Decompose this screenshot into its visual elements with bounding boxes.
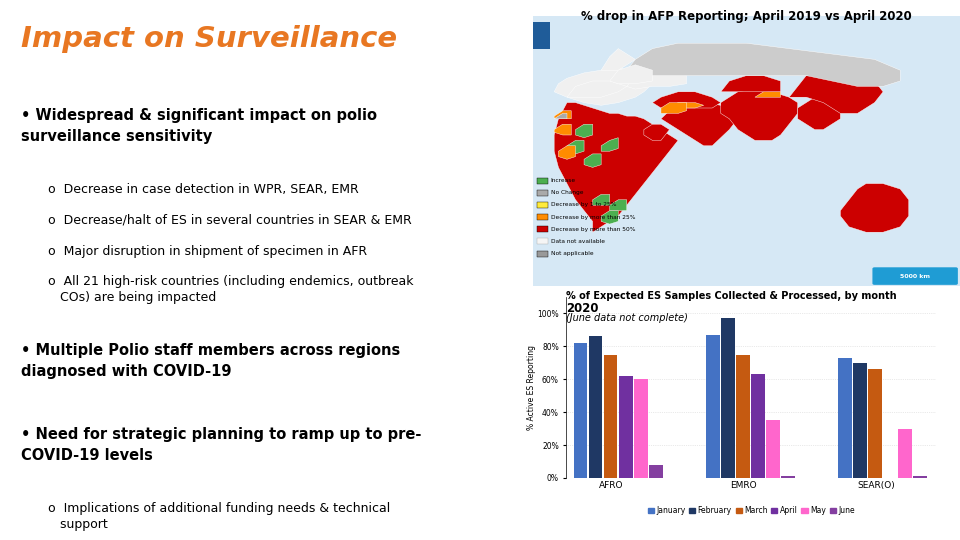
Bar	[766, 420, 780, 478]
Bar	[604, 355, 617, 478]
Polygon shape	[660, 103, 738, 146]
Text: Decrease by 1 to 25%: Decrease by 1 to 25%	[551, 202, 616, 207]
Y-axis label: % Active ES Reporting: % Active ES Reporting	[527, 345, 536, 430]
Polygon shape	[601, 211, 618, 224]
Polygon shape	[755, 92, 780, 97]
Polygon shape	[554, 124, 571, 135]
Polygon shape	[610, 200, 627, 211]
Text: • Widespread & significant impact on polio
surveillance sensitivity: • Widespread & significant impact on pol…	[21, 108, 377, 144]
Bar	[721, 319, 734, 478]
Bar	[752, 374, 765, 478]
Polygon shape	[592, 194, 610, 205]
Bar	[869, 369, 882, 478]
Bar	[838, 358, 852, 478]
Text: Not applicable: Not applicable	[551, 251, 593, 256]
Text: % drop in AFP Reporting; April 2019 vs April 2020: % drop in AFP Reporting; April 2019 vs A…	[581, 10, 912, 23]
Text: Increase: Increase	[551, 178, 576, 183]
Bar	[899, 429, 912, 478]
FancyBboxPatch shape	[537, 190, 548, 195]
FancyBboxPatch shape	[537, 178, 548, 184]
Polygon shape	[601, 138, 618, 151]
Polygon shape	[721, 89, 798, 140]
Bar	[649, 465, 662, 478]
Text: Decrease by more than 50%: Decrease by more than 50%	[551, 227, 636, 232]
Bar	[781, 476, 795, 478]
FancyBboxPatch shape	[537, 239, 548, 244]
FancyBboxPatch shape	[533, 22, 550, 49]
Bar	[574, 343, 588, 478]
Text: • Multiple Polio staff members across regions
diagnosed with COVID-19: • Multiple Polio staff members across re…	[21, 343, 400, 379]
Text: % of Expected ES Samples Collected & Processed, by month: % of Expected ES Samples Collected & Pro…	[566, 291, 897, 301]
Text: o  Decrease/halt of ES in several countries in SEAR & EMR: o Decrease/halt of ES in several countri…	[48, 214, 412, 227]
Text: o  Decrease in case detection in WPR, SEAR, EMR: o Decrease in case detection in WPR, SEA…	[48, 183, 359, 197]
FancyBboxPatch shape	[537, 202, 548, 208]
Text: No Change: No Change	[551, 190, 584, 195]
Polygon shape	[554, 113, 567, 119]
Bar	[634, 379, 648, 478]
Polygon shape	[601, 49, 636, 70]
Polygon shape	[567, 140, 584, 154]
Text: Impact on Surveillance: Impact on Surveillance	[21, 25, 397, 53]
Polygon shape	[559, 146, 576, 159]
Text: Data not available: Data not available	[551, 239, 605, 244]
Text: o  Implications of additional funding needs & technical
   support: o Implications of additional funding nee…	[48, 502, 390, 531]
Text: 2020: 2020	[566, 302, 599, 315]
Polygon shape	[627, 70, 686, 89]
FancyBboxPatch shape	[873, 267, 958, 285]
Text: o  All 21 high-risk countries (including endemics, outbreak
   COs) are being im: o All 21 high-risk countries (including …	[48, 275, 414, 304]
FancyBboxPatch shape	[533, 16, 960, 286]
Bar	[619, 376, 633, 478]
Polygon shape	[806, 59, 866, 76]
Text: Decrease by more than 25%: Decrease by more than 25%	[551, 214, 636, 220]
Polygon shape	[576, 124, 592, 138]
Bar	[914, 476, 927, 478]
Polygon shape	[653, 92, 721, 108]
FancyBboxPatch shape	[537, 226, 548, 232]
Polygon shape	[644, 124, 669, 140]
Polygon shape	[554, 111, 571, 119]
Polygon shape	[567, 81, 627, 97]
Polygon shape	[798, 97, 840, 130]
Polygon shape	[660, 103, 686, 113]
FancyBboxPatch shape	[537, 251, 548, 256]
Text: (June data not complete): (June data not complete)	[566, 313, 688, 323]
Polygon shape	[840, 184, 909, 232]
Text: 5000 km: 5000 km	[900, 274, 930, 279]
Polygon shape	[669, 103, 704, 108]
FancyBboxPatch shape	[537, 214, 548, 220]
Polygon shape	[721, 76, 780, 92]
Bar	[707, 335, 720, 478]
Text: • Need for strategic planning to ramp up to pre-
COVID-19 levels: • Need for strategic planning to ramp up…	[21, 427, 421, 463]
Polygon shape	[554, 103, 678, 232]
Text: Source: POLIS: Source: POLIS	[858, 515, 936, 525]
Bar	[588, 336, 603, 478]
Text: o  Major disruption in shipment of specimen in AFR: o Major disruption in shipment of specim…	[48, 245, 367, 258]
Polygon shape	[610, 65, 653, 84]
Polygon shape	[789, 70, 883, 113]
Polygon shape	[627, 43, 900, 86]
Bar	[736, 355, 750, 478]
Legend: January, February, March, April, May, June: January, February, March, April, May, Ju…	[645, 503, 857, 518]
Polygon shape	[584, 154, 601, 167]
Polygon shape	[554, 65, 660, 105]
Bar	[853, 363, 867, 478]
